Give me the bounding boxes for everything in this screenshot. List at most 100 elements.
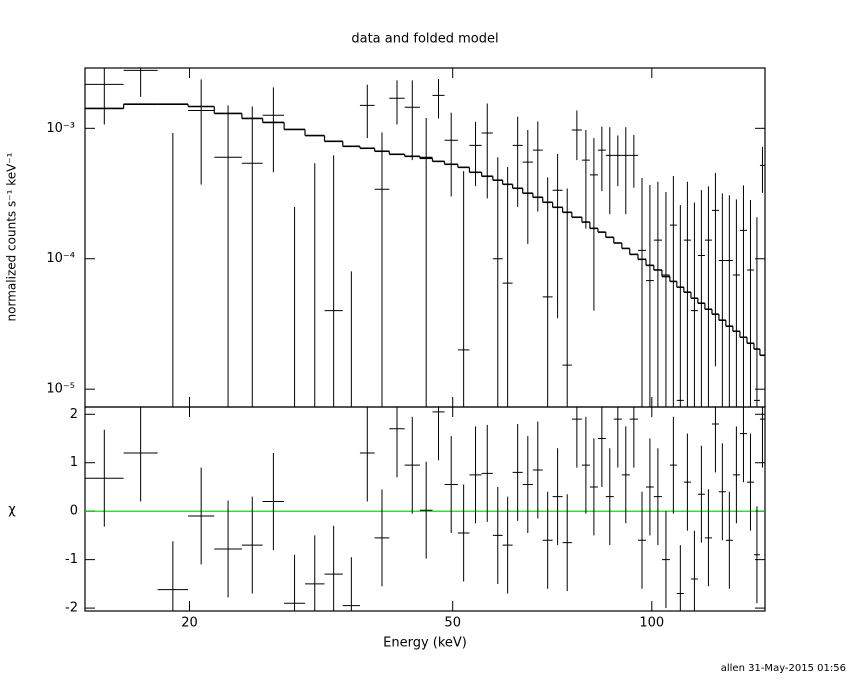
data-point [605, 127, 614, 215]
data-point [690, 202, 698, 407]
y-axis-label: normalized counts s⁻¹ keV⁻¹ [5, 152, 19, 321]
data-point [85, 68, 124, 125]
residual-point [492, 486, 503, 584]
data-point [753, 217, 760, 407]
residual-point [262, 453, 285, 550]
data-point [739, 185, 748, 407]
data-point [502, 167, 513, 407]
residual-point [359, 407, 375, 502]
residual-point [621, 426, 630, 524]
data-point [522, 130, 533, 244]
residual-point [85, 429, 124, 527]
footer: allen 31-May-2015 01:56 [721, 663, 846, 674]
residual-point [123, 407, 158, 502]
data-point [747, 200, 754, 407]
residual-point [581, 416, 590, 514]
residual-point [732, 426, 740, 524]
residual-point [739, 407, 748, 483]
data-point [492, 157, 503, 407]
data-point [581, 130, 590, 229]
data-point [542, 177, 553, 407]
residual-point [646, 438, 654, 536]
data-point [469, 121, 482, 187]
residual-point [629, 407, 638, 468]
residual-point [157, 541, 189, 611]
data-point [444, 112, 458, 197]
residual-point [690, 530, 698, 611]
residual-point [481, 424, 493, 522]
residual-point [214, 500, 242, 598]
residual-point [571, 407, 582, 468]
data-point [532, 121, 543, 212]
data-point [389, 80, 405, 125]
residual-point [188, 467, 215, 565]
data-point [512, 116, 523, 207]
residual-point [747, 433, 754, 531]
data-point [653, 181, 662, 407]
residual-point [711, 407, 719, 473]
data-point [589, 138, 598, 311]
data-point [676, 205, 684, 407]
data-point [613, 135, 622, 187]
residual-point [457, 484, 470, 582]
data-point [725, 195, 733, 407]
data-point [214, 105, 242, 407]
residual-point [432, 407, 445, 461]
data-point [324, 155, 343, 407]
data-point [629, 134, 638, 188]
x-tick-label: 50 [444, 616, 461, 631]
residual-point [759, 407, 765, 468]
y-tick-label: -2 [65, 601, 78, 616]
data-point [597, 126, 606, 192]
data-point [718, 193, 726, 407]
residual-point [725, 491, 733, 589]
data-point [637, 177, 647, 407]
data-point [646, 184, 654, 407]
data-point [552, 154, 563, 319]
residual-point [305, 535, 325, 611]
residual-point [653, 448, 662, 546]
data-point [359, 84, 375, 139]
residual-point [512, 423, 523, 521]
residual-point [589, 438, 598, 536]
data-point [732, 199, 740, 407]
data-point [571, 110, 582, 161]
data-point [562, 188, 572, 407]
data-point [711, 172, 719, 367]
data-point [704, 186, 712, 407]
data-point [759, 146, 765, 193]
residual-point [374, 489, 390, 587]
residual-point [697, 445, 705, 543]
residual-point [552, 448, 563, 546]
residual-point [502, 496, 513, 594]
y-axis-label: χ [8, 503, 16, 518]
data-point [241, 106, 263, 407]
residual-point [562, 494, 572, 592]
y-tick-label: 2 [70, 407, 78, 422]
residual-point [753, 506, 760, 604]
y-tick-label: 10⁻⁴ [46, 251, 75, 266]
residual-point [419, 461, 433, 559]
residual-point [324, 525, 343, 611]
x-axis-label: Energy (keV) [383, 636, 467, 651]
residual-point [676, 545, 684, 611]
data-point [683, 181, 691, 407]
y-tick-label: -1 [65, 552, 78, 567]
data-point [481, 103, 493, 199]
residual-point [284, 554, 306, 611]
data-point [432, 78, 445, 119]
residual-point [661, 511, 670, 609]
data-point [188, 79, 215, 185]
residual-point [597, 407, 606, 487]
data-point [123, 68, 158, 97]
y-tick-label: 10⁻³ [46, 121, 75, 136]
data-point [697, 190, 705, 407]
y-tick-label: 10⁻⁵ [46, 382, 75, 397]
x-tick-label: 20 [181, 616, 198, 631]
y-tick-label: 1 [70, 455, 78, 470]
residual-point [389, 407, 405, 478]
data-point [374, 132, 390, 407]
data-point [457, 171, 470, 407]
top-panel-frame [84, 67, 766, 408]
x-tick-label: 100 [639, 616, 664, 631]
